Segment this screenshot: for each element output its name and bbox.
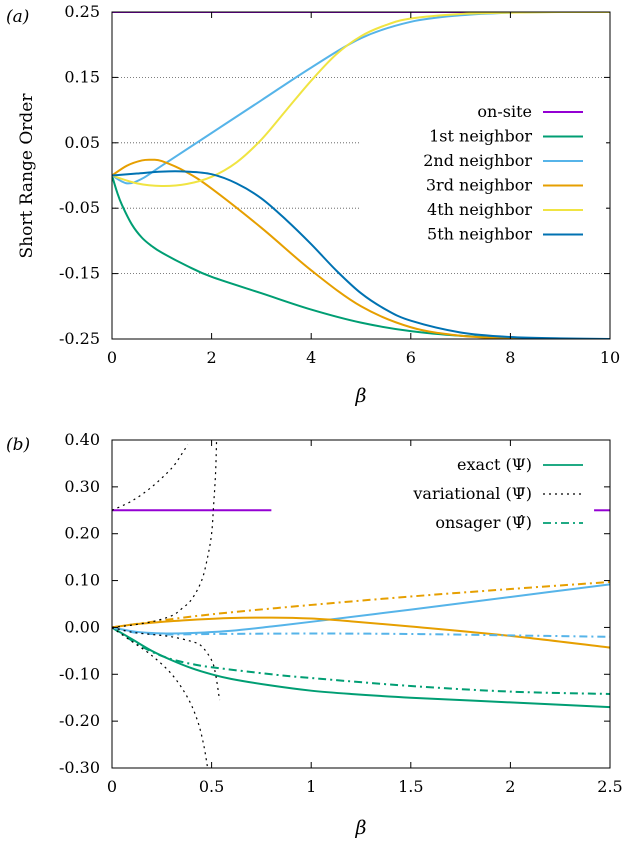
- b-legend-label-2: onsager (Ψ̂): [435, 513, 532, 532]
- a-legend-label-2: 2nd neighbor: [423, 151, 532, 170]
- a-legend-label-5: 5th neighbor: [427, 225, 532, 244]
- a-ytick-label-1: -0.15: [59, 264, 100, 283]
- panel-b-frame: [111, 439, 611, 769]
- b-line-variational-8: [112, 626, 209, 768]
- a-legend-bg-2: [360, 151, 606, 174]
- b-line-exact-3: [112, 616, 610, 649]
- a-xtick-label-5: 10: [600, 348, 620, 367]
- b-line-onsager-4: [112, 626, 610, 695]
- panel-a-legend: on-site 1st neighbor 2nd neighbor 3rd neigh…: [360, 102, 606, 248]
- a-legend-label-0: on-site: [477, 102, 532, 121]
- a-legend-bg-4: [360, 200, 606, 223]
- panel-b: (b) β 0 0.5 1 1.5 2 2.5 -0.30 -0.20 -0.10 0.00 0.1…: [6, 430, 622, 839]
- b-line-onsager-5: [112, 626, 610, 638]
- b-xtick-label-3: 1.5: [398, 777, 423, 796]
- b-line-exact-1: [112, 626, 610, 709]
- a-ytick-label-3: 0.05: [64, 133, 100, 152]
- b-legend-bg-0: [340, 451, 590, 477]
- b-ytick-label-4: 0.10: [64, 571, 100, 590]
- b-xtick-label-4: 2: [505, 777, 515, 796]
- a-line-3rd-neighbor: [112, 158, 610, 339]
- a-xtick-label-1: 2: [207, 348, 217, 367]
- a-ytick-label-2: -0.05: [59, 198, 100, 217]
- b-line-variational-7: [112, 444, 189, 511]
- panel-a-xlabel: β: [355, 385, 367, 407]
- a-legend-label-4: 4th neighbor: [427, 200, 532, 219]
- panel-b-xlabel: β: [355, 817, 367, 839]
- panel-a-ylabel: Short Range Order: [17, 93, 37, 259]
- a-xtick-label-3: 6: [406, 348, 416, 367]
- a-xtick-label-4: 8: [505, 348, 515, 367]
- b-legend-label-1: variational (Ψ̄): [412, 484, 532, 503]
- panel-b-label: (b): [6, 435, 30, 455]
- a-legend-bg-0: [360, 102, 606, 125]
- a-xtick-label-2: 4: [306, 348, 316, 367]
- a-xtick-label-0: 0: [107, 348, 117, 367]
- b-line-exact-2: [112, 583, 610, 635]
- b-xtick-label-2: 1: [306, 777, 316, 796]
- b-legend-label-0: exact (Ψ): [457, 455, 532, 474]
- panel-b-legend: exact (Ψ) variational (Ψ̄) onsager (Ψ̂): [340, 451, 590, 535]
- a-legend-label-1: 1st neighbor: [429, 127, 532, 146]
- a-legend-label-3: 3rd neighbor: [426, 176, 532, 195]
- a-ytick-label-4: 0.15: [64, 67, 100, 86]
- b-ytick-label-2: -0.10: [59, 664, 100, 683]
- a-ytick-label-5: 0.25: [64, 2, 100, 21]
- panel-a-label: (a): [6, 7, 29, 27]
- b-xtick-label-0: 0: [107, 777, 117, 796]
- b-ytick-label-1: -0.20: [59, 711, 100, 730]
- panel-a-frame: [111, 11, 611, 340]
- b-legend-bg-1: [340, 480, 590, 506]
- a-legend-bg-3: [360, 175, 606, 199]
- b-ytick-label-5: 0.20: [64, 524, 100, 543]
- b-xtick-label-5: 2.5: [597, 777, 622, 796]
- a-line-5th-neighbor: [112, 170, 610, 339]
- a-legend-bg-5: [360, 224, 606, 248]
- b-ytick-label-6: 0.30: [64, 477, 100, 496]
- a-line-4th-neighbor: [112, 12, 610, 187]
- b-legend-bg-2: [340, 509, 590, 535]
- panel-a: (a) Short Range Order β 0 2 4 6 8 10 -0.25 -0.1…: [6, 2, 620, 407]
- b-xtick-label-1: 0.5: [199, 777, 224, 796]
- a-legend-bg-1: [360, 126, 606, 150]
- b-ytick-label-7: 0.40: [64, 430, 100, 449]
- b-ytick-label-0: -0.30: [59, 758, 100, 777]
- b-line-variational-9: [112, 440, 218, 629]
- a-ytick-label-0: -0.25: [59, 329, 100, 348]
- b-ytick-label-3: 0.00: [64, 617, 100, 636]
